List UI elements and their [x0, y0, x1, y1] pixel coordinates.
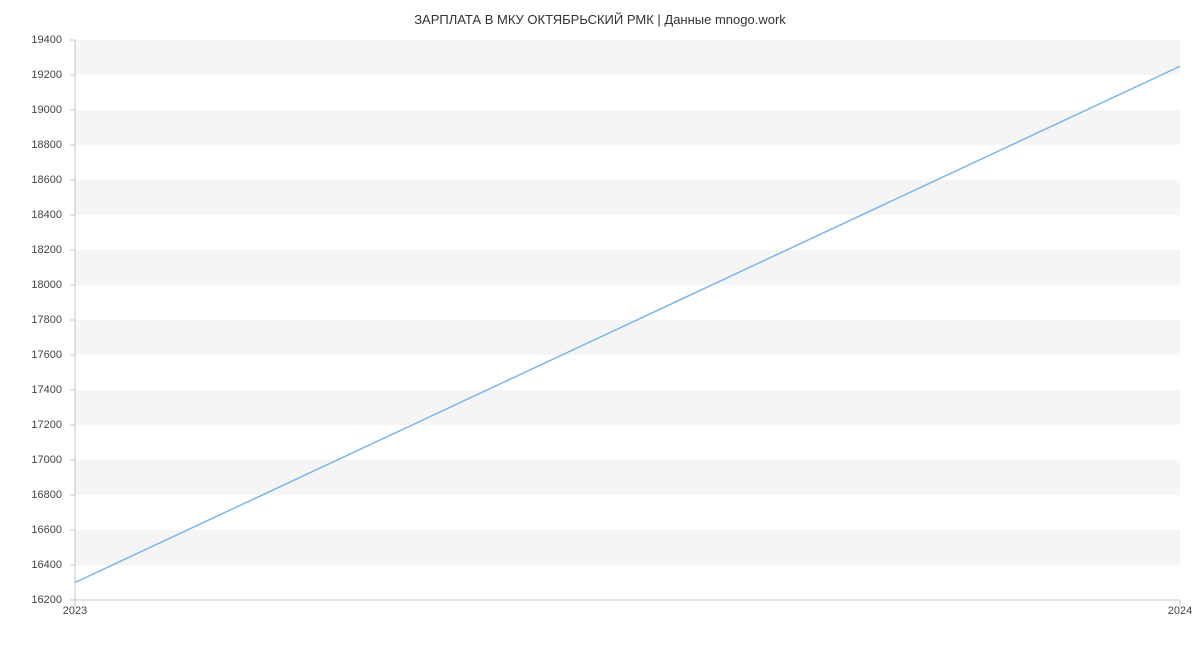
- chart-title: ЗАРПЛАТА В МКУ ОКТЯБРЬСКИЙ РМК | Данные …: [0, 0, 1200, 27]
- y-tick-label: 16800: [31, 489, 62, 501]
- plot-area: [75, 40, 1180, 600]
- y-tick-label: 16600: [31, 524, 62, 536]
- y-tick-label: 16400: [31, 559, 62, 571]
- y-tick-label: 17000: [31, 454, 62, 466]
- y-tick-label: 18200: [31, 244, 62, 256]
- y-tick-label: 16200: [31, 594, 62, 606]
- y-tick-label: 17200: [31, 419, 62, 431]
- y-tick-label: 19200: [31, 69, 62, 81]
- chart-container: ЗАРПЛАТА В МКУ ОКТЯБРЬСКИЙ РМК | Данные …: [0, 0, 1200, 650]
- y-tick-label: 19000: [31, 104, 62, 116]
- y-tick-label: 18800: [31, 139, 62, 151]
- y-tick-label: 17400: [31, 384, 62, 396]
- y-tick-label: 18000: [31, 279, 62, 291]
- y-axis-labels: 1620016400166001680017000172001740017600…: [0, 40, 70, 600]
- y-tick-label: 18400: [31, 209, 62, 221]
- y-tick-label: 17800: [31, 314, 62, 326]
- y-tick-label: 18600: [31, 174, 62, 186]
- x-tick-label: 2023: [63, 605, 87, 617]
- x-tick-label: 2024: [1168, 605, 1192, 617]
- y-tick-label: 19400: [31, 34, 62, 46]
- chart-svg: [75, 40, 1180, 600]
- x-axis-labels: 20232024: [75, 605, 1180, 625]
- y-tick-label: 17600: [31, 349, 62, 361]
